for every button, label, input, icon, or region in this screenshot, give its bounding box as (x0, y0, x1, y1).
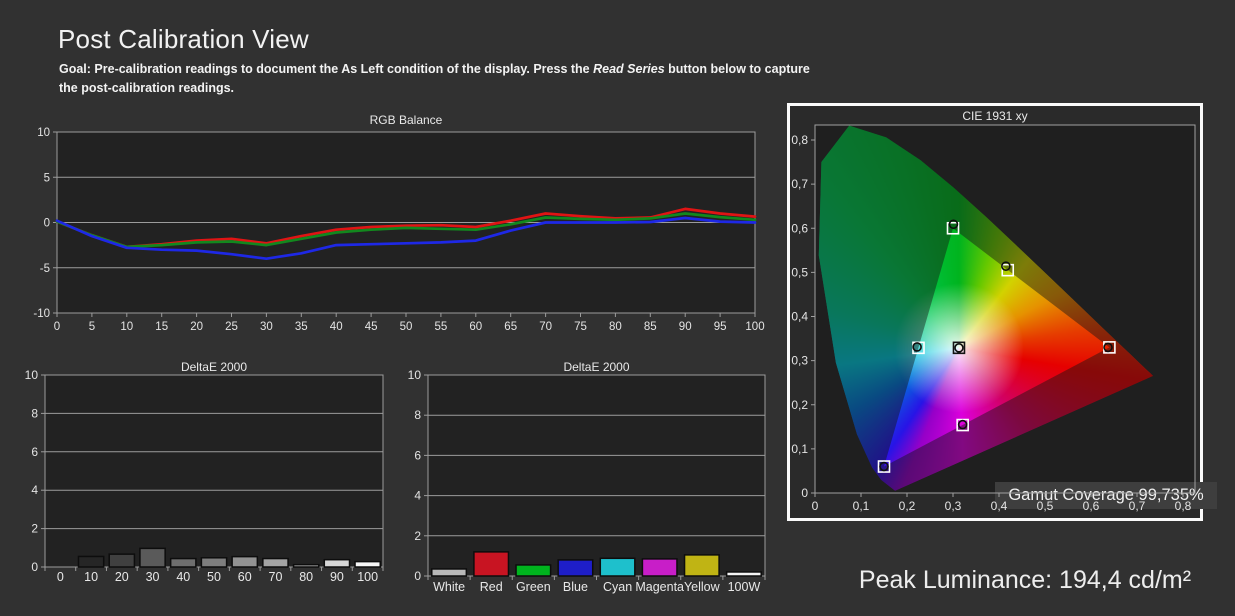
svg-text:55: 55 (435, 321, 448, 333)
svg-text:75: 75 (574, 321, 587, 333)
svg-text:5: 5 (44, 172, 50, 184)
cie-gamut-markers (818, 125, 1153, 491)
svg-text:8: 8 (414, 408, 421, 422)
svg-text:6: 6 (414, 448, 421, 462)
goal-line1: Goal: Pre-calibration readings to docume… (59, 62, 810, 76)
svg-text:85: 85 (644, 321, 657, 333)
deltae-grayscale-chart-title: DeltaE 2000 (180, 360, 248, 374)
svg-text:25: 25 (225, 321, 238, 333)
svg-text:Magenta: Magenta (635, 580, 684, 594)
svg-text:0: 0 (44, 218, 50, 230)
goal-text: Goal: Pre-calibration readings to docume… (59, 60, 859, 97)
svg-text:0,2: 0,2 (899, 499, 916, 513)
svg-text:50: 50 (400, 321, 413, 333)
svg-text:60: 60 (469, 321, 482, 333)
svg-text:Red: Red (480, 580, 503, 594)
svg-text:-10: -10 (33, 308, 50, 320)
svg-text:8: 8 (31, 406, 38, 420)
svg-text:40: 40 (176, 570, 190, 584)
read-series-emphasis: Read Series (593, 62, 665, 76)
rgb-balance-chart-title: RGB Balance (369, 113, 443, 127)
svg-text:4: 4 (31, 483, 38, 497)
svg-text:0,2: 0,2 (791, 398, 808, 412)
svg-text:95: 95 (714, 321, 727, 333)
svg-text:30: 30 (146, 570, 160, 584)
svg-text:10: 10 (84, 570, 98, 584)
svg-text:2: 2 (31, 522, 38, 536)
svg-text:90: 90 (679, 321, 692, 333)
svg-text:100: 100 (745, 321, 764, 333)
svg-text:35: 35 (295, 321, 308, 333)
svg-text:65: 65 (504, 321, 517, 333)
svg-text:0: 0 (57, 570, 64, 584)
gamut-coverage-badge: Gamut Coverage 99,735% (995, 482, 1217, 509)
svg-text:0,1: 0,1 (791, 442, 808, 456)
svg-text:45: 45 (365, 321, 378, 333)
svg-text:0,6: 0,6 (791, 221, 808, 235)
svg-text:100W: 100W (728, 580, 761, 594)
svg-text:Yellow: Yellow (684, 580, 721, 594)
cie-chromaticity-diagram: Gamut Coverage 99,735% (815, 125, 1217, 509)
svg-text:0: 0 (31, 560, 38, 574)
peak-luminance-readout: Peak Luminance: 194,4 cd/m² (858, 566, 1192, 594)
svg-text:15: 15 (155, 321, 168, 333)
cie-chart-title: CIE 1931 xy (962, 109, 1028, 123)
svg-text:0,3: 0,3 (791, 354, 808, 368)
svg-text:0,5: 0,5 (791, 265, 808, 279)
svg-text:5: 5 (89, 321, 95, 333)
svg-text:2: 2 (414, 529, 421, 543)
svg-text:Cyan: Cyan (603, 580, 632, 594)
svg-text:100: 100 (357, 570, 378, 584)
deltae-colors-chart: 0 2 4 6 8 10 White Red Green Blue Cyan Magenta Yello… (408, 368, 766, 594)
page-title: Post Calibration View (58, 24, 309, 54)
svg-text:0: 0 (414, 569, 421, 583)
svg-text:Green: Green (516, 580, 551, 594)
svg-text:6: 6 (31, 445, 38, 459)
svg-text:0,1: 0,1 (853, 499, 870, 513)
deltae-colors-chart-title: DeltaE 2000 (563, 360, 630, 374)
svg-text:10: 10 (37, 127, 50, 139)
svg-text:0,3: 0,3 (945, 499, 962, 513)
svg-text:80: 80 (299, 570, 313, 584)
svg-text:0: 0 (54, 321, 60, 333)
svg-text:60: 60 (238, 570, 252, 584)
svg-text:70: 70 (269, 570, 283, 584)
svg-text:10: 10 (120, 321, 133, 333)
svg-text:4: 4 (414, 489, 421, 503)
svg-text:20: 20 (115, 570, 129, 584)
goal-line2: the post-calibration readings. (59, 80, 235, 95)
svg-text:30: 30 (260, 321, 273, 333)
svg-text:20: 20 (190, 321, 203, 333)
svg-text:0: 0 (812, 499, 819, 513)
svg-text:0,4: 0,4 (791, 310, 808, 324)
svg-text:0: 0 (801, 486, 808, 500)
svg-text:-5: -5 (40, 263, 50, 275)
svg-text:90: 90 (330, 570, 344, 584)
svg-text:0,8: 0,8 (791, 133, 808, 147)
svg-text:10: 10 (408, 368, 422, 382)
svg-text:White: White (433, 580, 465, 594)
svg-text:10: 10 (25, 368, 39, 382)
cie-1931-panel: CIE 1931 xy Gamut Coverage 99,735% 0 0,1 0… (787, 103, 1217, 521)
svg-text:70: 70 (539, 321, 552, 333)
svg-text:80: 80 (609, 321, 622, 333)
svg-text:40: 40 (330, 321, 343, 333)
svg-text:0,7: 0,7 (791, 177, 808, 191)
svg-text:50: 50 (207, 570, 221, 584)
svg-text:Blue: Blue (563, 580, 588, 594)
